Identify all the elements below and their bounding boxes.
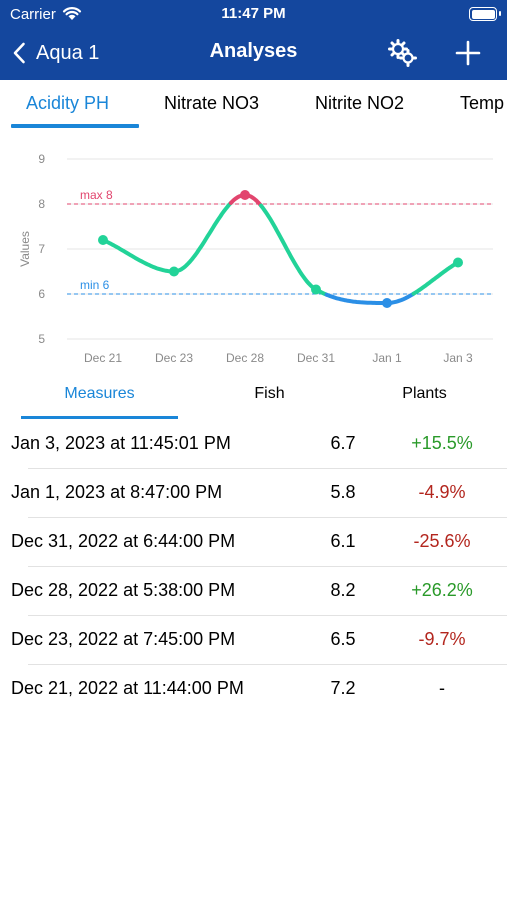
- status-time: 11:47 PM: [221, 5, 286, 22]
- data-point: [240, 190, 250, 200]
- active-tab-indicator: [11, 124, 139, 128]
- measure-value: 6.7: [330, 433, 356, 453]
- x-tick-label: Dec 28: [226, 351, 264, 365]
- y-tick-label: 5: [38, 332, 45, 346]
- measure-row[interactable]: Dec 31, 2022 at 6:44:00 PM 6.1 -25.6%: [0, 518, 507, 567]
- data-point: [311, 284, 321, 295]
- threshold-label: min 6: [80, 278, 110, 292]
- tab-nitrite-no2[interactable]: Nitrite NO2: [315, 93, 405, 113]
- measure-change: -4.9%: [418, 482, 466, 502]
- measure-date: Jan 1, 2023 at 8:47:00 PM: [11, 482, 223, 502]
- data-point: [169, 266, 179, 277]
- measure-change: -: [439, 678, 445, 698]
- y-tick-label: 8: [38, 197, 45, 211]
- active-segment-indicator: [21, 416, 178, 419]
- series-line: [411, 260, 460, 296]
- measure-row[interactable]: Dec 23, 2022 at 7:45:00 PM 6.5 -9.7%: [0, 616, 507, 665]
- measure-row[interactable]: Jan 3, 2023 at 11:45:01 PM 6.7 +15.5%: [0, 420, 507, 469]
- row-divider: [28, 517, 507, 518]
- measure-change: +15.5%: [411, 433, 473, 453]
- measure-date: Dec 31, 2022 at 6:44:00 PM: [11, 531, 236, 551]
- measure-row[interactable]: Dec 28, 2022 at 5:38:00 PM 8.2 +26.2%: [0, 567, 507, 616]
- measure-date: Jan 3, 2023 at 11:45:01 PM: [11, 433, 231, 453]
- wifi-icon: [62, 7, 82, 20]
- measure-value: 7.2: [330, 678, 356, 698]
- measure-value: 8.2: [330, 580, 356, 600]
- measures-list: Jan 3, 2023 at 11:45:01 PM 6.7 +15.5% Ja…: [0, 420, 507, 714]
- y-tick-label: 9: [38, 152, 45, 166]
- measure-value: 6.1: [330, 531, 356, 551]
- settings-gears-icon[interactable]: [388, 39, 418, 67]
- back-label: Aqua 1: [36, 41, 100, 64]
- tab-fish[interactable]: Fish: [254, 385, 285, 402]
- series-line: [259, 203, 329, 297]
- x-tick-label: Jan 1: [372, 351, 402, 365]
- series-line: [101, 201, 233, 274]
- data-point: [98, 235, 108, 245]
- tab-nitrate-no3[interactable]: Nitrate NO3: [164, 93, 260, 113]
- row-divider: [28, 468, 507, 469]
- tab-measures[interactable]: Measures: [64, 385, 135, 402]
- data-point: [382, 298, 392, 308]
- ph-line-chart: 5 6 7 8 9 Values Dec 21 Dec 23 Dec 28 Dec 31 Jan 1…: [18, 152, 493, 365]
- tab-acidity-ph[interactable]: Acidity PH: [26, 93, 110, 113]
- y-axis-label: Values: [18, 231, 32, 267]
- row-divider: [28, 615, 507, 616]
- data-point: [453, 257, 463, 268]
- chevron-left-icon: [13, 42, 25, 64]
- x-tick-label: Jan 3: [443, 351, 473, 365]
- tab-temp[interactable]: Temp: [460, 93, 505, 113]
- segment-tabs: Measures Fish Plants: [0, 380, 507, 420]
- measure-row[interactable]: Jan 1, 2023 at 8:47:00 PM 5.8 -4.9%: [0, 469, 507, 518]
- row-divider: [28, 664, 507, 665]
- measure-change: -9.7%: [418, 629, 466, 649]
- add-icon[interactable]: [454, 39, 482, 67]
- x-tick-label: Dec 31: [297, 351, 335, 365]
- y-tick-label: 7: [38, 242, 45, 256]
- series-line: [324, 291, 416, 305]
- measure-change: +26.2%: [411, 580, 473, 600]
- y-tick-label: 6: [38, 287, 45, 301]
- x-tick-label: Dec 21: [84, 351, 122, 365]
- app-header: Carrier 11:47 PM Aqua 1 Analyses: [0, 0, 507, 80]
- row-divider: [28, 566, 507, 567]
- tab-plants[interactable]: Plants: [402, 385, 447, 402]
- measure-value: 6.5: [330, 629, 356, 649]
- measure-date: Dec 23, 2022 at 7:45:00 PM: [11, 629, 236, 649]
- measure-date: Dec 28, 2022 at 5:38:00 PM: [11, 580, 236, 600]
- back-button[interactable]: Aqua 1: [12, 38, 99, 68]
- measure-row[interactable]: Dec 21, 2022 at 11:44:00 PM 7.2 -: [0, 665, 507, 714]
- threshold-label: max 8: [80, 188, 113, 202]
- carrier-label: Carrier: [10, 6, 56, 23]
- nav-bar: Aqua 1 Analyses: [0, 28, 507, 80]
- measure-value: 5.8: [330, 482, 356, 502]
- measure-change: -25.6%: [413, 531, 471, 551]
- battery-icon: [469, 7, 501, 21]
- analysis-tabs: Acidity PH Nitrate NO3 Nitrite NO2 Temp: [0, 80, 507, 128]
- status-bar: Carrier 11:47 PM: [0, 0, 507, 28]
- x-tick-label: Dec 23: [155, 351, 193, 365]
- measure-date: Dec 21, 2022 at 11:44:00 PM: [11, 678, 244, 698]
